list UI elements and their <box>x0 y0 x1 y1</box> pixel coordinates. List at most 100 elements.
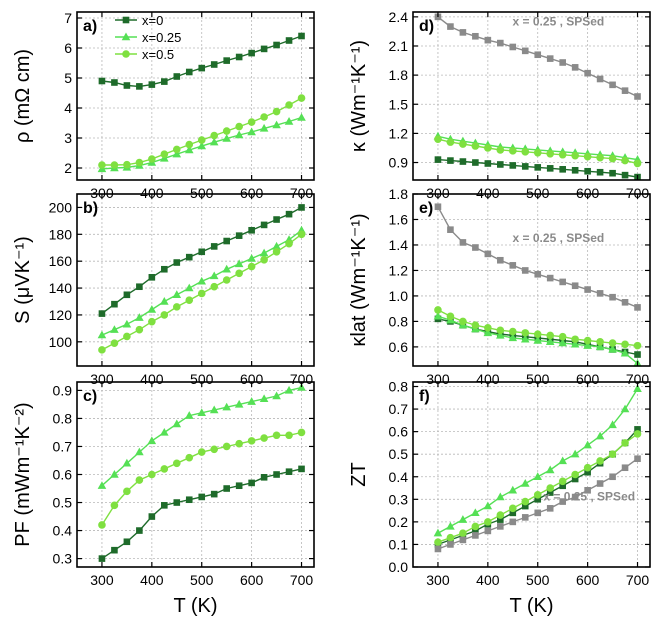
y-tick-label: 2.1 <box>389 38 409 54</box>
data-point <box>160 150 169 158</box>
data-point <box>284 385 294 394</box>
data-point <box>609 169 616 177</box>
data-point <box>272 391 281 400</box>
data-point <box>558 456 567 465</box>
data-point <box>197 141 207 150</box>
data-point <box>172 419 182 428</box>
series-x-0-25 <box>97 225 306 339</box>
x-tick-label: 500 <box>526 185 550 201</box>
data-point <box>533 149 542 157</box>
data-point <box>260 45 268 53</box>
data-point <box>234 130 244 139</box>
data-point <box>234 259 244 268</box>
x-tick-label: 600 <box>240 572 264 588</box>
series-x-0 <box>434 156 641 181</box>
data-point <box>571 151 579 160</box>
legend: x=0 x=0.25 x=0.5 <box>115 13 181 62</box>
y-tick-label: 1.5 <box>389 96 409 112</box>
data-point <box>173 499 181 506</box>
series-x-0-5 <box>98 428 306 529</box>
data-point <box>608 450 617 458</box>
plot-frame <box>76 11 315 181</box>
data-point <box>458 515 468 523</box>
data-point <box>97 481 107 489</box>
data-point <box>546 489 554 496</box>
data-point <box>259 123 269 132</box>
y-tick-label: 140 <box>49 280 73 296</box>
data-point <box>148 81 156 88</box>
data-point <box>198 493 206 501</box>
x-tick-label: 700 <box>626 371 650 387</box>
data-point <box>136 527 143 534</box>
data-point <box>185 496 193 504</box>
series-x-0-5 <box>434 135 642 168</box>
data-point <box>471 508 480 517</box>
data-point <box>595 342 605 351</box>
y-tick-label: 0.3 <box>389 491 409 507</box>
data-point <box>496 326 505 335</box>
data-point <box>634 455 641 463</box>
data-point <box>633 430 642 438</box>
data-point <box>123 487 131 496</box>
data-point <box>285 431 293 440</box>
y-tick-label: 0.5 <box>53 495 73 511</box>
plot-frame <box>76 193 315 367</box>
data-point <box>483 328 493 337</box>
x-tick-label: 400 <box>476 185 500 201</box>
data-point <box>198 64 206 72</box>
data-point <box>135 476 144 484</box>
panel-label: f) <box>419 388 430 405</box>
data-point <box>98 555 106 562</box>
x-axis-label: T (K) <box>173 595 217 617</box>
data-point <box>272 247 281 256</box>
data-point <box>521 267 529 274</box>
data-point <box>459 529 467 537</box>
data-point <box>446 533 455 542</box>
data-point <box>123 82 131 89</box>
data-point <box>559 498 566 505</box>
y-tick-label: 1.8 <box>389 186 409 202</box>
panel-a: 300 400 500 600 700 2 3 4 5 6 7 a) ρ (mΩ cm) <box>12 10 315 201</box>
data-point <box>546 505 554 512</box>
x-tick-label: 500 <box>526 371 550 387</box>
data-point <box>559 482 566 490</box>
data-point <box>484 518 492 526</box>
y-tick-label: 160 <box>49 253 73 269</box>
data-point <box>210 61 218 68</box>
data-point <box>472 32 479 40</box>
data-point <box>608 339 617 347</box>
data-point <box>609 473 616 481</box>
series-x-0-25 <box>433 311 642 367</box>
data-point <box>584 69 591 77</box>
data-point <box>546 149 555 158</box>
y-tick-label: 1.2 <box>389 125 409 141</box>
y-tick-label: 0.4 <box>53 523 73 539</box>
series-x-0-25-spsed <box>434 203 641 311</box>
data-point <box>571 335 579 344</box>
data-point <box>110 325 119 333</box>
data-point <box>446 521 455 530</box>
data-point <box>272 107 281 116</box>
data-point <box>459 317 467 326</box>
data-point <box>172 303 181 311</box>
data-point <box>459 536 467 544</box>
data-point <box>609 81 616 89</box>
data-point <box>97 330 107 339</box>
y-tick-label: 0.2 <box>389 514 409 530</box>
data-point <box>185 253 193 261</box>
data-point <box>558 338 567 347</box>
x-tick-label: 700 <box>290 371 314 387</box>
legend-marker <box>122 16 130 24</box>
data-point <box>297 113 306 121</box>
y-tick-label: 5 <box>64 70 72 86</box>
data-point <box>559 59 566 66</box>
data-point <box>222 276 231 284</box>
data-point <box>545 337 555 345</box>
data-point <box>472 244 479 251</box>
data-point <box>173 259 181 266</box>
data-point <box>148 317 156 326</box>
data-point <box>235 439 243 448</box>
data-point <box>583 336 592 345</box>
x-tick-label: 500 <box>190 185 214 201</box>
data-point <box>297 94 306 102</box>
